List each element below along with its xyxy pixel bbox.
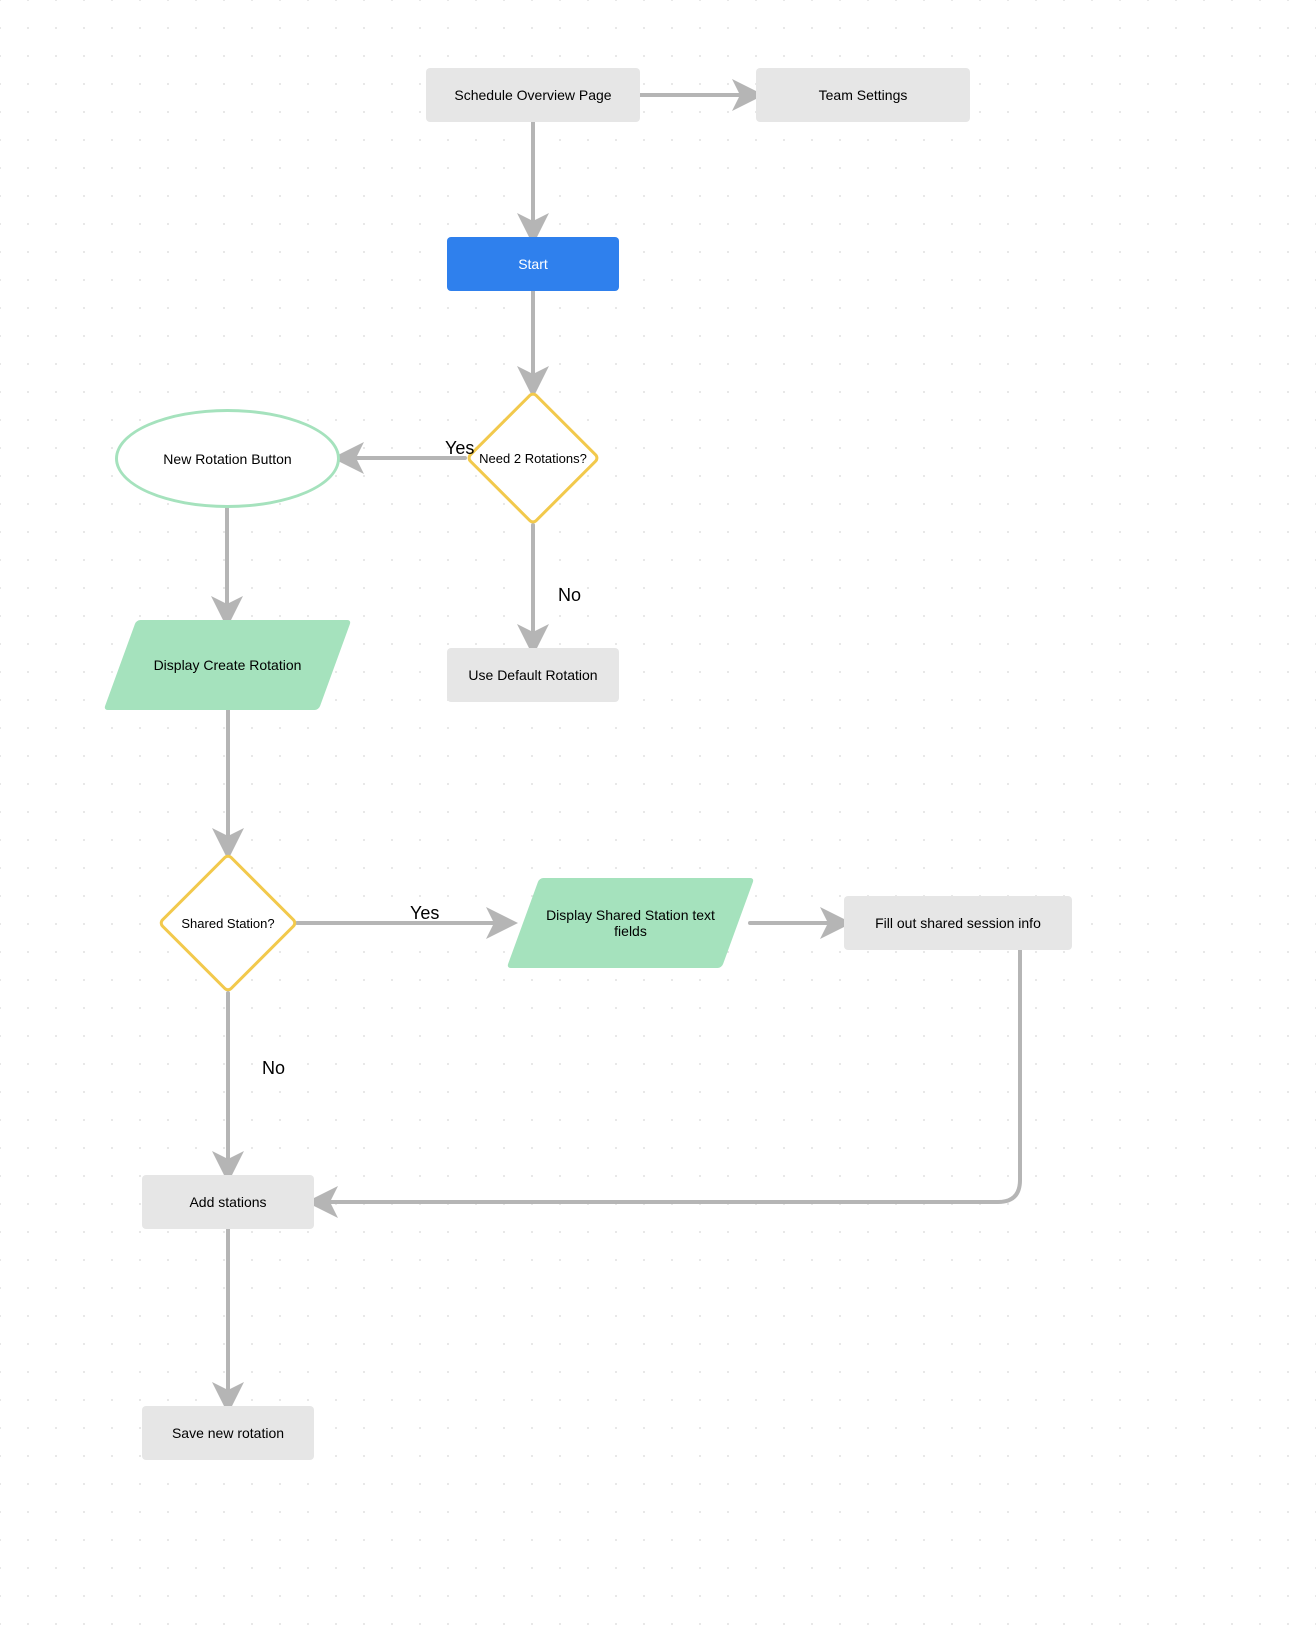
node-label-display_create_rotation: Display Create Rotation [120,620,335,710]
edge-label-need2-new_rotation_btn: Yes [445,438,474,459]
node-team_settings: Team Settings [756,68,970,122]
node-use_default_rotation: Use Default Rotation [447,648,619,702]
dot-grid-background [0,0,1316,1644]
edge-label-shared_station-display_shared_fields: Yes [410,903,439,924]
edge-label-shared_station-add_stations: No [262,1058,285,1079]
node-fill_out_info: Fill out shared session info [844,896,1072,950]
flowchart-canvas: Schedule Overview Page Team Settings Start… [0,0,1316,1644]
node-need2: Need 2 Rotations? [485,410,581,506]
node-add_stations: Add stations [142,1175,314,1229]
node-new_rotation_btn: New Rotation Button [115,409,340,508]
edge-label-need2-use_default_rotation: No [558,585,581,606]
node-save_rotation: Save new rotation [142,1406,314,1460]
node-shared_station: Shared Station? [178,873,278,973]
node-schedule_overview: Schedule Overview Page [426,68,640,122]
node-label-need2: Need 2 Rotations? [465,410,601,506]
node-label-display_shared_fields: Display Shared Station text fields [523,878,738,968]
node-display_shared_fields: Display Shared Station text fields [523,878,738,968]
node-display_create_rotation: Display Create Rotation [120,620,335,710]
node-start: Start [447,237,619,291]
node-label-shared_station: Shared Station? [158,873,298,973]
